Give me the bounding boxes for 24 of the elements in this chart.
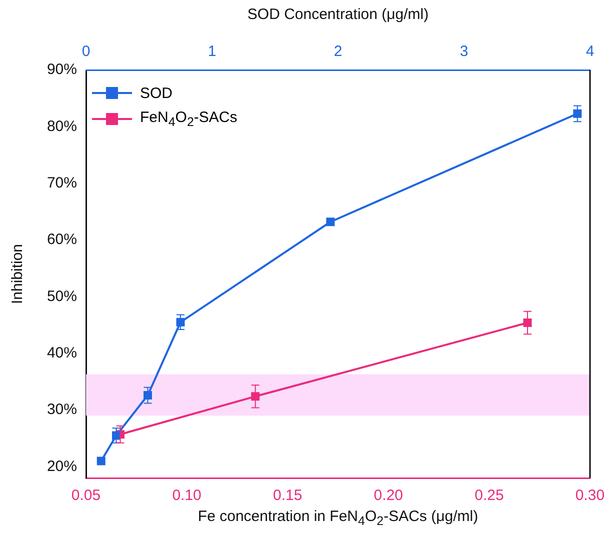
x-tick-label: 0.20 xyxy=(374,487,403,504)
y-tick-label: 80% xyxy=(46,118,77,135)
y-tick-label: 20% xyxy=(46,458,77,475)
y-tick-label: 40% xyxy=(46,344,77,362)
legend-label: SOD xyxy=(140,84,173,102)
x2-tick-label: 1 xyxy=(208,43,216,60)
y-tick-label: 70% xyxy=(46,174,77,192)
x-tick-label: 0.10 xyxy=(172,487,202,504)
x-tick-label: 0.15 xyxy=(273,487,302,504)
x2-tick-label: 2 xyxy=(334,43,342,60)
legend-label: FeN$_{4}$O$_{2}$-SACs xyxy=(140,109,238,129)
y-tick-label: 90% xyxy=(46,61,77,78)
y-tick-label: 50% xyxy=(46,288,77,305)
x2-tick-label: 3 xyxy=(460,43,468,60)
x2-tick-label: 0 xyxy=(82,43,90,60)
y-axis-title: Inhibition xyxy=(9,244,26,304)
x2-axis-title: SOD Concentration (μg/ml) xyxy=(247,6,429,23)
y-tick-label: 60% xyxy=(46,231,77,248)
x-tick-label: 0.30 xyxy=(575,487,605,504)
x-tick-label: 0.25 xyxy=(474,487,504,504)
x-tick-label: 0.05 xyxy=(71,487,101,504)
x2-tick-label: 4 xyxy=(586,43,594,60)
y-tick-label: 30% xyxy=(46,401,77,418)
x-axis-title: Fe concentration in FeN$_{4}$O$_{2}$-SACs (μg/ml) xyxy=(198,508,478,528)
